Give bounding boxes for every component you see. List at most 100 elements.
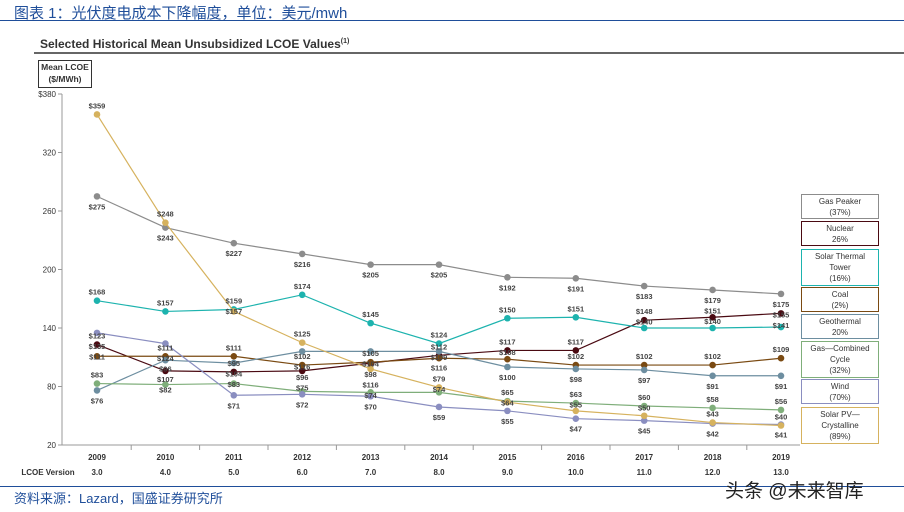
- data-label: $55: [501, 417, 514, 426]
- legend-item: Coal (2%): [801, 287, 879, 312]
- legend-label: Nuclear 26%: [826, 223, 854, 245]
- data-point: [93, 387, 101, 394]
- data-label: $70: [364, 402, 377, 411]
- data-label: $125: [294, 330, 311, 339]
- data-label: $109: [431, 353, 448, 362]
- data-label: $107: [157, 375, 174, 384]
- data-point: [162, 367, 169, 375]
- data-label: $104: [225, 369, 243, 378]
- data-label: $102: [294, 352, 311, 361]
- data-label: $141: [773, 321, 790, 330]
- data-point: [640, 366, 648, 374]
- legend-item: Geothermal 20%: [801, 314, 879, 339]
- legend-label-line: Gas—Combined: [810, 344, 870, 353]
- legend-label-line: Nuclear: [826, 223, 854, 233]
- data-label: $108: [499, 348, 516, 357]
- data-point: [298, 367, 306, 375]
- data-point: [709, 286, 716, 294]
- data-point: [93, 341, 101, 348]
- legend-label: Solar PV— Crystalline (89%): [820, 409, 860, 442]
- legend-label-line: Tower: [829, 263, 851, 272]
- data-point: [504, 355, 511, 363]
- x-tick-label: 2013: [362, 453, 380, 462]
- data-point: [435, 348, 443, 355]
- data-label: $50: [638, 404, 651, 413]
- data-label: $124: [157, 354, 175, 363]
- data-label: $71: [228, 401, 241, 410]
- data-label: $243: [157, 234, 174, 243]
- y-tick-label: 260: [43, 207, 57, 216]
- legend-label-line: 26%: [831, 234, 848, 244]
- legend-label-line: (2%): [831, 300, 849, 310]
- data-point: [709, 419, 716, 426]
- legend-item: Solar PV— Crystalline (89%): [801, 407, 879, 444]
- data-point: [504, 398, 511, 406]
- x-tick-label: 2017: [635, 453, 653, 462]
- data-point: [777, 290, 785, 298]
- data-label: $112: [431, 342, 447, 351]
- watermark: 头条 @未来智库: [725, 481, 864, 502]
- legend-label: Geothermal 20%: [819, 316, 861, 338]
- data-point: [777, 372, 785, 380]
- data-label: $95: [228, 359, 241, 368]
- legend-label-line: Solar Thermal: [814, 252, 866, 261]
- data-point: [298, 339, 306, 346]
- title-rule: [34, 52, 904, 54]
- data-point: [504, 363, 511, 371]
- figure-title: 图表 1：光伏度电成本下降幅度，单位：美元/mwh: [14, 5, 348, 22]
- data-point: [572, 365, 580, 373]
- legend-label: Gas Peaker (37%): [819, 196, 861, 218]
- legend-item: Gas Peaker (37%): [801, 194, 879, 219]
- data-point: [640, 417, 648, 424]
- data-label: $116: [362, 381, 378, 390]
- legend-label-line: Wind: [830, 381, 850, 391]
- data-point: [572, 347, 580, 354]
- data-label: $140: [704, 317, 721, 326]
- version-label: 4.0: [160, 468, 172, 477]
- data-point: [298, 291, 306, 299]
- data-point: [640, 361, 648, 369]
- data-label: $216: [294, 260, 311, 269]
- y-tick-label: 140: [43, 324, 57, 333]
- data-label: $151: [567, 304, 584, 313]
- data-label: $148: [636, 307, 653, 316]
- data-label: $155: [773, 310, 790, 319]
- legend-label-line: Cycle: [829, 355, 850, 364]
- data-label: $59: [433, 413, 446, 422]
- data-label: $60: [638, 393, 651, 402]
- data-point: [709, 361, 716, 369]
- data-label: $41: [775, 431, 788, 440]
- data-label: $102: [704, 352, 721, 361]
- chart-title: Selected Historical Mean Unsubsidized LC…: [40, 37, 349, 51]
- data-point: [367, 365, 374, 373]
- legend-label: Gas—Combined Cycle (32%): [810, 343, 869, 376]
- x-tick-label: 2019: [772, 453, 790, 462]
- data-label: $102: [636, 352, 653, 361]
- data-point: [162, 381, 169, 388]
- x-tick-label: 2010: [157, 453, 175, 462]
- data-point: [162, 340, 169, 347]
- data-point: [230, 380, 238, 387]
- version-label: 11.0: [637, 468, 653, 477]
- data-label: $174: [294, 282, 312, 291]
- data-label: $150: [499, 305, 516, 314]
- data-point: [572, 399, 580, 407]
- legend-label-line: Geothermal: [819, 316, 861, 326]
- data-point: [93, 193, 101, 200]
- data-label: $91: [706, 382, 719, 391]
- data-label: $359: [89, 101, 106, 110]
- data-point: [162, 308, 169, 315]
- data-point: [298, 348, 306, 355]
- chart-title-text: Selected Historical Mean Unsubsidized LC…: [40, 37, 341, 51]
- y-axis-label-line1: Mean LCOE: [41, 62, 89, 72]
- legend-label-line: (89%): [829, 432, 851, 441]
- data-point: [640, 316, 648, 324]
- data-label: $43: [706, 410, 719, 419]
- data-label: $65: [501, 388, 514, 397]
- data-label: $83: [91, 371, 104, 380]
- version-label: 6.0: [297, 468, 309, 477]
- data-point: [572, 407, 580, 415]
- data-point: [640, 324, 648, 332]
- data-point: [435, 261, 443, 268]
